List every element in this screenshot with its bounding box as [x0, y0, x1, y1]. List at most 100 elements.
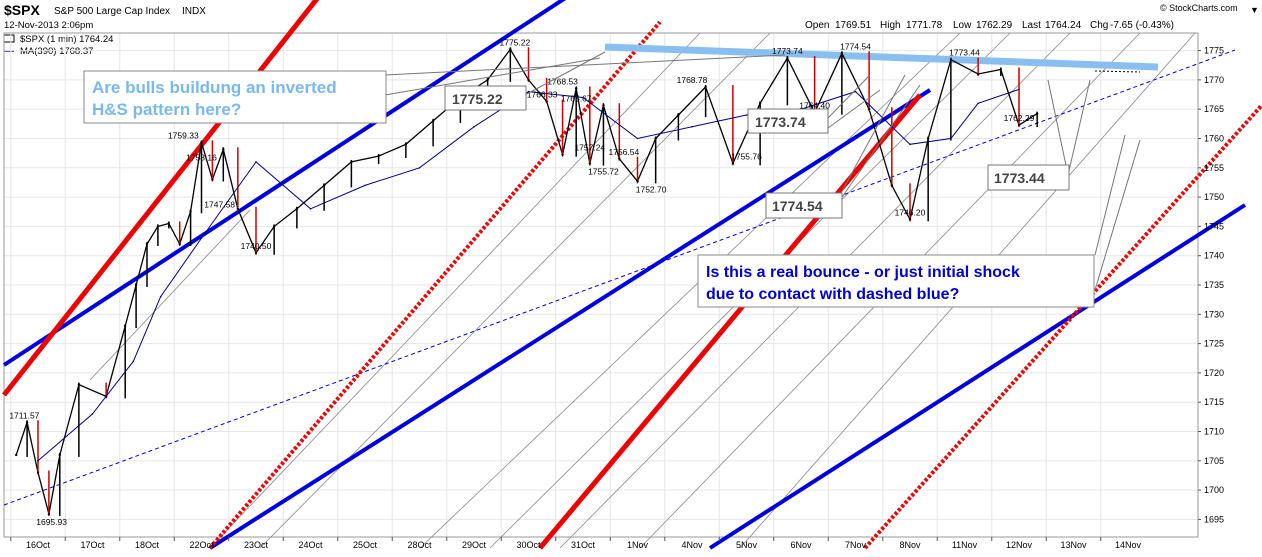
y-tick-label: 1775 — [1204, 46, 1224, 56]
price-label: 1768.78 — [677, 75, 708, 85]
x-tick-label: 17Oct — [80, 540, 105, 550]
y-tick-label: 1700 — [1204, 485, 1224, 495]
price-point — [322, 184, 326, 187]
price-point — [677, 113, 680, 117]
price-point — [602, 104, 605, 107]
price-label: 1766.33 — [527, 89, 558, 99]
price-label: 1746.20 — [895, 207, 926, 217]
exchange: INDX — [182, 6, 206, 17]
price-point — [867, 107, 871, 111]
ma-series — [37, 88, 1020, 462]
svg-text:1773.44: 1773.44 — [994, 170, 1045, 186]
callout-bounce-line2: due to contact with dashed blue? — [706, 286, 959, 303]
price-point — [134, 283, 138, 287]
x-tick-label: 22Oct — [189, 540, 214, 550]
price-point — [272, 225, 276, 228]
y-tick-label: 1705 — [1204, 456, 1224, 466]
boxed-label-1775: 1775.22 — [444, 85, 527, 111]
y-tick-label: 1735 — [1204, 280, 1224, 290]
price-point — [236, 207, 240, 211]
ohlc-high: 1771.78 — [906, 20, 943, 31]
callout-bulls-line2: H&S pattern here? — [92, 100, 241, 119]
price-label: 1764.40 — [799, 101, 830, 111]
y-tick-label: 1755 — [1204, 163, 1224, 173]
settings-arrow-icon[interactable]: ▼ — [1250, 5, 1259, 15]
index-name: S&P 500 Large Cap Index — [54, 6, 170, 17]
price-point — [999, 68, 1003, 71]
price-point — [156, 225, 160, 228]
price-point — [1035, 112, 1039, 115]
x-tick-label: 18Oct — [135, 540, 160, 550]
price-label: 1758.16 — [186, 152, 217, 162]
price-label: 1740.50 — [241, 241, 272, 251]
price-point — [295, 207, 299, 211]
price-point — [124, 324, 127, 328]
price-point — [840, 52, 844, 55]
ohlc-last: 1764.24 — [1045, 20, 1082, 31]
price-label: 1768.53 — [547, 76, 578, 86]
symbol: $SPX — [4, 2, 40, 18]
price-label: 1774.54 — [840, 41, 871, 51]
y-tick-label: 1770 — [1204, 75, 1224, 85]
price-point — [58, 453, 61, 457]
price-point — [254, 251, 258, 254]
x-tick-label: 7Nov — [845, 540, 867, 550]
price-label: 1747.58 — [204, 199, 235, 209]
price-label: 1756.54 — [609, 147, 640, 157]
price-point — [654, 137, 657, 140]
price-point — [25, 421, 29, 424]
x-tick-label: 24Oct — [298, 540, 323, 550]
ma-point — [132, 360, 135, 362]
watermark: © StockCharts.com — [1160, 3, 1238, 13]
x-tick-label: 4Nov — [681, 540, 703, 550]
y-axis: 1695 1700 1705 1710 1715 1720 1725 1730 1735 1740… — [1198, 46, 1224, 524]
price-point — [404, 143, 408, 146]
price-point — [145, 242, 149, 246]
price-point — [545, 100, 548, 103]
price-label: 1695.93 — [36, 517, 67, 527]
price-point — [574, 87, 578, 90]
price-point — [509, 48, 512, 51]
boxed-label-1773-74: 1773.74 — [747, 108, 829, 134]
legend-ma: MA(390) 1768.37 — [20, 46, 93, 57]
x-tick-label: 16Oct — [26, 540, 51, 550]
price-label: 1755.76 — [731, 151, 762, 161]
price-point — [77, 383, 81, 386]
price-point — [1017, 123, 1021, 127]
ma-point — [91, 413, 94, 415]
price-point — [178, 242, 181, 246]
price-point — [890, 184, 894, 187]
ohlc-low-label: Low — [953, 20, 972, 31]
price-label: 1762.29 — [1004, 113, 1035, 123]
x-tick-label: 29Oct — [462, 540, 487, 550]
ma-point — [909, 143, 911, 146]
x-tick-label: 12Nov — [1006, 540, 1033, 550]
ohlc-low: 1762.29 — [976, 20, 1013, 31]
price-point — [588, 162, 592, 165]
price-point — [786, 56, 789, 60]
ma-point — [745, 114, 748, 116]
price-point — [350, 160, 353, 164]
boxed-label-1774-54: 1774.54 — [765, 192, 843, 219]
ma-point — [854, 90, 857, 93]
x-tick-label: 5Nov — [736, 540, 758, 550]
price-point — [976, 72, 980, 76]
x-tick-label: 25Oct — [353, 540, 378, 550]
y-tick-label: 1740 — [1204, 251, 1224, 261]
callout-bulls: Are bulls buildung an inverted H&S patte… — [83, 70, 387, 124]
price-point — [926, 137, 930, 140]
ma-point — [1018, 88, 1020, 91]
ohlc-chg: -7.65 (-0.43%) — [1110, 20, 1174, 31]
ma-point — [582, 96, 584, 99]
price-label: 1755.72 — [588, 167, 619, 177]
price-point — [167, 222, 170, 225]
x-tick-label: 30Oct — [516, 540, 541, 550]
x-tick-label: 31Oct — [571, 540, 596, 550]
ma-point — [691, 125, 693, 128]
ma-point — [37, 460, 39, 462]
ma-point — [636, 137, 639, 140]
callout-bounce: Is this a real bounce - or just initial … — [697, 254, 1095, 308]
price-label: 1711.57 — [9, 410, 39, 420]
ma-point — [527, 90, 530, 93]
